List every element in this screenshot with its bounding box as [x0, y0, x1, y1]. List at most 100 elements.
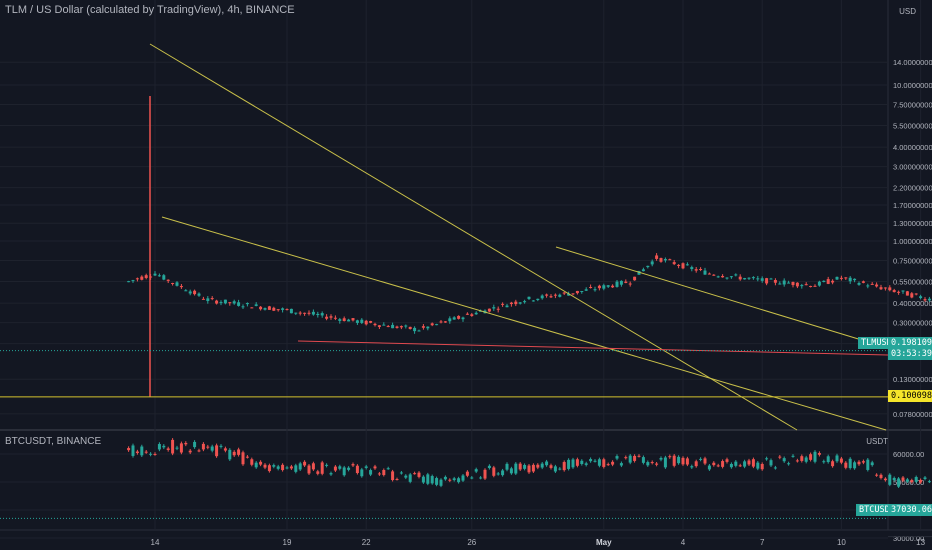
btc-candle-body	[435, 478, 439, 485]
btc-candle-body	[298, 463, 302, 470]
btc-candle-body	[703, 458, 707, 464]
btc-candle-body	[804, 457, 808, 462]
btc-candle-body	[399, 472, 403, 474]
candle-body	[839, 277, 843, 279]
candle-body	[166, 279, 170, 281]
btc-candle-body	[624, 457, 628, 459]
btc-candle-body	[276, 466, 280, 469]
btc-candle-body	[791, 455, 795, 457]
btc-candle-body	[831, 461, 835, 467]
y-tick-label: 3.00000000	[893, 163, 932, 172]
btc-candle-body	[197, 450, 201, 452]
candle-body	[619, 280, 623, 285]
btc-candle-body	[747, 460, 751, 465]
candle-body	[624, 281, 628, 283]
btc-candle-body	[734, 461, 738, 466]
btc-candle-body	[206, 446, 210, 448]
candle-body	[747, 277, 751, 279]
candle-body	[179, 286, 183, 288]
y-tick-label: 7.50000000	[893, 100, 932, 109]
candle-body	[668, 259, 672, 261]
btc-candle-body	[443, 476, 447, 480]
candle-body	[694, 269, 698, 271]
btc-candle-body	[382, 470, 386, 476]
candle-body	[914, 293, 918, 295]
btc-candle-body	[325, 464, 329, 466]
candle-body	[848, 277, 852, 282]
candle-body	[241, 306, 245, 308]
candle-body	[289, 308, 293, 314]
btc-candle-body	[540, 463, 544, 468]
btc-candle-body	[364, 466, 368, 468]
y-tick-label: 1.70000000	[893, 201, 932, 210]
candle-body	[584, 289, 588, 291]
candle-body	[734, 274, 738, 276]
btc-candle-body	[369, 470, 373, 475]
candle-body	[245, 303, 249, 305]
candle-body	[263, 308, 267, 310]
candle-body	[127, 281, 131, 283]
btc-candle-body	[316, 471, 320, 474]
btc-candle-body	[721, 461, 725, 467]
btc-candle-body	[509, 468, 513, 474]
y-tick-label: 0.13000000	[893, 375, 932, 384]
candle-body	[879, 287, 883, 290]
tlm-candles	[127, 253, 931, 334]
candle-body	[298, 312, 302, 314]
candle-body	[144, 275, 148, 278]
btc-candle-body	[505, 463, 509, 470]
btc-candle-body	[553, 466, 557, 472]
candle-body	[923, 299, 927, 301]
btc-candle-body	[716, 465, 720, 467]
y-tick-label: 5.50000000	[893, 122, 932, 131]
candle-body	[888, 287, 892, 291]
candle-body	[171, 282, 175, 284]
candle-body	[919, 296, 923, 299]
x-tick-label: 19	[283, 538, 292, 547]
candle-body	[655, 255, 659, 259]
candle-body	[615, 281, 619, 287]
candle-body	[553, 294, 557, 296]
btc-candle-body	[153, 453, 157, 455]
btc-candle-body	[549, 465, 553, 468]
x-tick-label: May	[596, 538, 612, 547]
candle-body	[633, 276, 637, 281]
candle-body	[813, 285, 817, 287]
btc-candle-body	[685, 458, 689, 465]
btc-candle-body	[677, 456, 681, 464]
btc-candle-body	[743, 461, 747, 467]
candle-body	[285, 309, 289, 311]
candle-body	[773, 280, 777, 283]
btc-candle-body	[835, 455, 839, 462]
candle-body	[215, 300, 219, 304]
candle-body	[197, 293, 201, 296]
candle-body	[875, 284, 879, 287]
candle-body	[518, 302, 522, 304]
candle-body	[738, 276, 742, 280]
candle-body	[465, 313, 469, 315]
candle-body	[439, 321, 443, 323]
candle-body	[162, 275, 166, 280]
btc-candles	[127, 438, 931, 489]
btc-candle-body	[223, 448, 227, 451]
candle-body	[505, 305, 509, 308]
btc-candle-body	[822, 461, 826, 463]
candle-body	[333, 317, 337, 319]
candle-body	[716, 276, 720, 278]
candle-body	[157, 275, 161, 277]
btc-candle-body	[699, 458, 703, 460]
candle-body	[448, 318, 452, 322]
btc-candle-body	[672, 455, 676, 466]
candle-body	[575, 290, 579, 294]
candle-body	[250, 307, 254, 309]
btc-candle-body	[259, 461, 263, 465]
btc-candle-body	[580, 460, 584, 464]
candle-body	[140, 276, 144, 280]
candle-body	[531, 300, 535, 302]
btc-candle-body	[637, 455, 641, 457]
candle-body	[725, 277, 729, 279]
candle-body	[232, 301, 236, 304]
chart-title: TLM / US Dollar (calculated by TradingVi…	[5, 4, 295, 16]
btc-candle-body	[149, 453, 153, 455]
